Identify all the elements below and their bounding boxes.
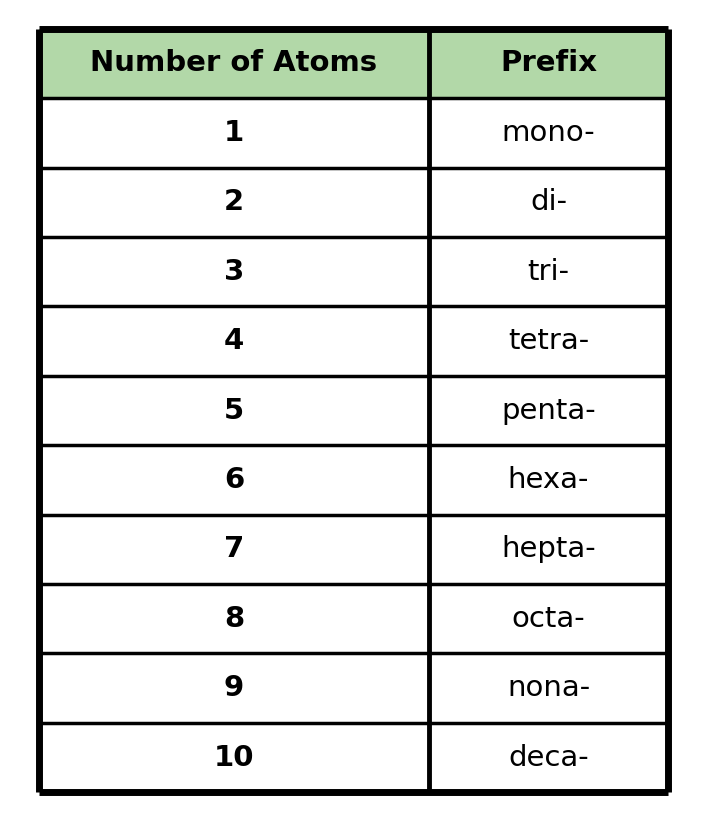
Bar <box>429 29 668 99</box>
Text: 1: 1 <box>224 119 244 147</box>
Text: deca-: deca- <box>508 744 589 772</box>
Text: 5: 5 <box>224 397 244 424</box>
Bar <box>429 445 668 515</box>
Text: tetra-: tetra- <box>508 327 589 355</box>
Bar <box>429 654 668 722</box>
Bar <box>39 167 429 237</box>
Bar <box>39 722 429 792</box>
Bar <box>39 376 429 445</box>
Text: 9: 9 <box>224 674 244 702</box>
Bar <box>429 237 668 306</box>
Text: 10: 10 <box>214 744 255 772</box>
Text: 8: 8 <box>224 605 244 633</box>
Text: tri-: tri- <box>527 258 570 286</box>
Text: Number of Atoms: Number of Atoms <box>90 49 378 77</box>
Text: di-: di- <box>530 188 567 216</box>
Text: octa-: octa- <box>512 605 585 633</box>
Bar <box>39 584 429 654</box>
Text: 6: 6 <box>224 466 244 494</box>
Text: 7: 7 <box>223 535 244 563</box>
Text: hexa-: hexa- <box>508 466 589 494</box>
Bar <box>429 722 668 792</box>
Bar <box>39 237 429 306</box>
Text: nona-: nona- <box>507 674 590 702</box>
Bar <box>429 515 668 584</box>
Bar <box>429 584 668 654</box>
Text: 2: 2 <box>224 188 244 216</box>
Text: penta-: penta- <box>501 397 596 424</box>
Text: 4: 4 <box>224 327 244 355</box>
Bar <box>429 376 668 445</box>
Bar <box>39 306 429 376</box>
Bar <box>39 99 429 167</box>
Bar <box>39 445 429 515</box>
Text: Prefix: Prefix <box>500 49 597 77</box>
Bar <box>429 306 668 376</box>
Bar <box>429 167 668 237</box>
Text: mono-: mono- <box>502 119 595 147</box>
Bar <box>39 654 429 722</box>
Bar <box>39 515 429 584</box>
Bar <box>39 29 429 99</box>
Bar <box>429 99 668 167</box>
Text: 3: 3 <box>223 258 244 286</box>
Text: hepta-: hepta- <box>501 535 596 563</box>
